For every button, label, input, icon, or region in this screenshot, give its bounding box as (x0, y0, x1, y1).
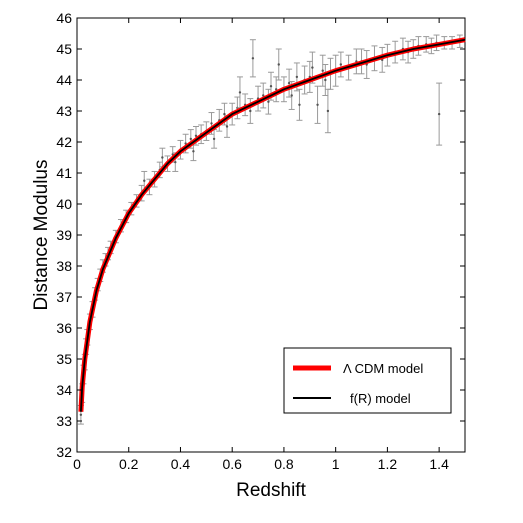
y-tick-label: 33 (56, 413, 72, 429)
data-marker (174, 160, 177, 164)
curve-layer (78, 37, 466, 412)
fr-curve (80, 38, 466, 412)
data-marker (298, 103, 301, 107)
x-tick-label: 1.4 (429, 456, 449, 472)
data-point (275, 48, 282, 81)
data-marker (143, 179, 146, 182)
legend-box (283, 347, 452, 414)
data-marker (290, 94, 293, 97)
data-point (296, 88, 303, 121)
data-marker (223, 112, 226, 116)
x-axis: 0 0.2 0.4 0.6 0.8 1 1.2 1.4 (73, 18, 449, 472)
data-point (260, 82, 267, 109)
data-marker (267, 100, 270, 103)
data-point (322, 64, 329, 96)
data-marker (295, 75, 299, 79)
data-marker (339, 63, 343, 66)
data-marker (192, 150, 195, 153)
y-axis-label: Distance Modulus (31, 159, 52, 310)
data-marker (321, 69, 324, 72)
legend-label-fr: f(R) model (350, 391, 411, 406)
data-point (436, 82, 443, 146)
data-point (273, 76, 280, 103)
x-tick-label: 0.4 (171, 456, 191, 472)
y-tick-label: 41 (56, 165, 72, 181)
data-point (286, 68, 293, 98)
data-marker (287, 81, 291, 85)
y-tick-label: 39 (56, 227, 72, 243)
data-marker (194, 134, 198, 137)
data-point (249, 39, 256, 78)
y-tick-label: 35 (56, 351, 72, 367)
data-marker (326, 109, 330, 113)
data-marker (274, 88, 278, 91)
data-point (314, 85, 321, 124)
data-marker (212, 137, 216, 141)
y-tick-label: 42 (56, 134, 72, 150)
y-tick-label: 37 (56, 289, 72, 305)
data-point (265, 88, 272, 115)
x-tick-label: 0.2 (119, 456, 139, 472)
data-marker (269, 85, 273, 88)
data-point (379, 46, 386, 73)
data-marker (277, 63, 280, 66)
y-tick-label: 36 (56, 320, 72, 336)
data-marker (161, 156, 164, 159)
data-marker (79, 413, 83, 416)
x-tick-label: 0.6 (222, 456, 242, 472)
x-axis-label: Redshift (236, 480, 306, 501)
data-marker (210, 122, 213, 125)
y-tick-label: 46 (56, 10, 72, 26)
data-marker (189, 137, 193, 141)
data-point (319, 54, 326, 87)
data-point (221, 102, 228, 126)
data-marker (225, 125, 229, 128)
y-tick-label: 38 (56, 258, 72, 274)
x-tick-label: 1.2 (378, 456, 398, 472)
legend-label-lcdm: Λ CDM model (343, 361, 423, 376)
data-marker (316, 103, 319, 107)
data-point (337, 51, 344, 78)
data-point (353, 48, 360, 75)
y-tick-label: 44 (56, 72, 72, 88)
x-tick-label: 0 (73, 456, 81, 472)
y-tick-label: 45 (56, 41, 72, 57)
data-marker (262, 94, 265, 97)
y-tick-label: 34 (56, 382, 72, 398)
data-marker (324, 78, 327, 82)
y-tick-label: 32 (56, 444, 72, 460)
data-marker (437, 112, 441, 116)
data-point (363, 50, 370, 79)
y-axis: 32 33 34 35 36 37 38 39 40 41 42 43 44 45 46 (56, 10, 465, 460)
data-marker (251, 57, 255, 60)
legend: Λ CDM model f(R) model (283, 347, 452, 414)
y-tick-label: 43 (56, 103, 72, 119)
data-marker (238, 91, 242, 94)
x-tick-label: 0.8 (274, 456, 294, 472)
data-marker (249, 109, 252, 113)
data-marker (311, 66, 314, 69)
y-tick-label: 40 (56, 196, 72, 212)
errorbar-layer (77, 34, 463, 425)
data-point (141, 170, 148, 191)
x-tick-label: 1 (332, 456, 340, 472)
